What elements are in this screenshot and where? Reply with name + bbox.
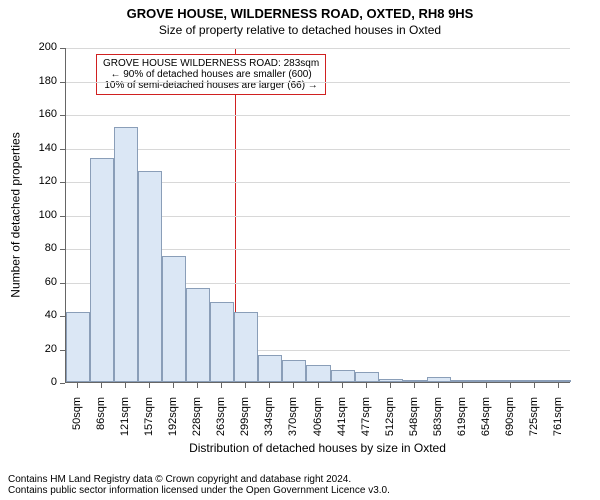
xtick-label: 86sqm (95, 397, 107, 447)
xtick-mark (125, 383, 126, 388)
ytick-mark (60, 283, 65, 284)
xtick-label: 157sqm (143, 397, 155, 447)
ytick-mark (60, 82, 65, 83)
gridline (66, 82, 570, 83)
info-box: GROVE HOUSE WILDERNESS ROAD: 283sqm ← 90… (96, 54, 326, 95)
ytick-mark (60, 350, 65, 351)
xtick-label: 619sqm (456, 397, 468, 447)
xtick-label: 299sqm (239, 397, 251, 447)
histogram-bar (258, 355, 282, 382)
xtick-label: 512sqm (384, 397, 396, 447)
ytick-label: 60 (27, 276, 57, 288)
xtick-label: 263sqm (215, 397, 227, 447)
xtick-mark (269, 383, 270, 388)
histogram-bar (306, 365, 330, 382)
y-axis-label: Number of detached properties (8, 47, 22, 382)
xtick-label: 50sqm (71, 397, 83, 447)
xtick-mark (318, 383, 319, 388)
gridline (66, 48, 570, 49)
xtick-label: 654sqm (480, 397, 492, 447)
footer-line-1: Contains HM Land Registry data © Crown c… (8, 474, 592, 485)
xtick-mark (101, 383, 102, 388)
xtick-label: 192sqm (167, 397, 179, 447)
xtick-mark (486, 383, 487, 388)
histogram-bar (282, 360, 306, 382)
histogram-bar (475, 380, 499, 382)
histogram-bar (138, 171, 162, 382)
histogram-bar (403, 380, 427, 382)
histogram-bar (331, 370, 355, 382)
xtick-label: 228sqm (191, 397, 203, 447)
histogram-bar (210, 302, 234, 382)
xtick-label: 583sqm (432, 397, 444, 447)
histogram-bar (547, 380, 571, 382)
xtick-label: 334sqm (263, 397, 275, 447)
histogram-bar (451, 380, 475, 382)
ytick-mark (60, 249, 65, 250)
histogram-bar (523, 380, 547, 382)
ytick-label: 120 (27, 175, 57, 187)
xtick-label: 761sqm (552, 397, 564, 447)
xtick-mark (293, 383, 294, 388)
ytick-label: 0 (27, 376, 57, 388)
xtick-mark (510, 383, 511, 388)
xtick-mark (245, 383, 246, 388)
histogram-bar (66, 312, 90, 382)
xtick-mark (462, 383, 463, 388)
xtick-label: 121sqm (119, 397, 131, 447)
ytick-label: 100 (27, 209, 57, 221)
histogram-bar (114, 127, 138, 382)
histogram-bar (379, 379, 403, 382)
histogram-bar (186, 288, 210, 382)
ytick-mark (60, 316, 65, 317)
xtick-mark (414, 383, 415, 388)
histogram-bar (162, 256, 186, 382)
ytick-mark (60, 216, 65, 217)
xtick-mark (149, 383, 150, 388)
footer-line-2: Contains public sector information licen… (8, 485, 592, 496)
xtick-mark (366, 383, 367, 388)
xtick-mark (77, 383, 78, 388)
ytick-label: 140 (27, 142, 57, 154)
xtick-mark (221, 383, 222, 388)
ytick-label: 200 (27, 41, 57, 53)
chart-area: GROVE HOUSE WILDERNESS ROAD: 283sqm ← 90… (0, 0, 600, 500)
xtick-mark (342, 383, 343, 388)
histogram-bar (427, 377, 451, 382)
histogram-bar (355, 372, 379, 382)
histogram-bar (499, 380, 523, 382)
xtick-label: 370sqm (287, 397, 299, 447)
ytick-label: 160 (27, 108, 57, 120)
xtick-label: 725sqm (528, 397, 540, 447)
ytick-label: 180 (27, 75, 57, 87)
xtick-mark (438, 383, 439, 388)
xtick-label: 441sqm (336, 397, 348, 447)
xtick-mark (558, 383, 559, 388)
xtick-mark (390, 383, 391, 388)
ytick-mark (60, 48, 65, 49)
info-line-2: ← 90% of detached houses are smaller (60… (103, 69, 319, 80)
xtick-mark (173, 383, 174, 388)
ytick-mark (60, 383, 65, 384)
ytick-label: 80 (27, 242, 57, 254)
ytick-mark (60, 115, 65, 116)
ytick-label: 20 (27, 343, 57, 355)
gridline (66, 115, 570, 116)
xtick-mark (197, 383, 198, 388)
xtick-label: 690sqm (504, 397, 516, 447)
xtick-label: 548sqm (408, 397, 420, 447)
xtick-label: 406sqm (312, 397, 324, 447)
ytick-mark (60, 149, 65, 150)
footer-copyright: Contains HM Land Registry data © Crown c… (8, 474, 592, 496)
xtick-label: 477sqm (360, 397, 372, 447)
ytick-mark (60, 182, 65, 183)
ytick-label: 40 (27, 309, 57, 321)
gridline (66, 149, 570, 150)
xtick-mark (534, 383, 535, 388)
info-line-1: GROVE HOUSE WILDERNESS ROAD: 283sqm (103, 58, 319, 69)
histogram-bar (90, 158, 114, 382)
plot-area: GROVE HOUSE WILDERNESS ROAD: 283sqm ← 90… (65, 48, 570, 383)
histogram-bar (234, 312, 258, 382)
